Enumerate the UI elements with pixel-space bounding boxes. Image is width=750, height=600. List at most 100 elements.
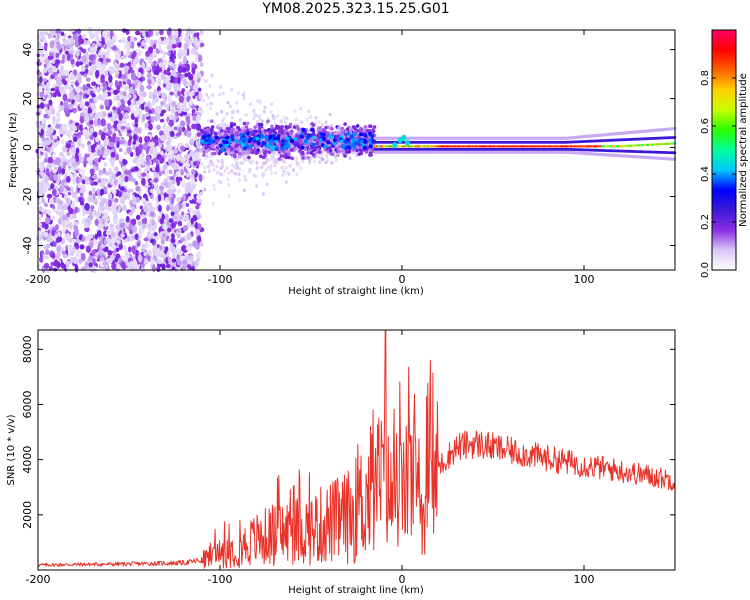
- spectrogram-cell: [62, 224, 67, 232]
- spectrogram-cell: [193, 32, 198, 38]
- spectrogram-cell: [105, 230, 111, 236]
- spectrogram-cell: [214, 135, 219, 140]
- spectrogram-cell: [162, 233, 166, 238]
- spectrogram-cell: [129, 260, 134, 267]
- spectrogram-cell: [94, 198, 98, 206]
- spectrogram-cell: [143, 258, 149, 265]
- spectrogram-cell: [172, 173, 177, 178]
- spectrogram-cell: [218, 143, 223, 148]
- spectrogram-cell: [354, 141, 359, 146]
- spectrogram-cell: [116, 171, 122, 176]
- spectrogram-cell: [279, 120, 283, 124]
- spectrogram-cell: [194, 151, 200, 159]
- spectrogram-cell: [96, 210, 102, 218]
- spectrogram-cell: [343, 154, 347, 158]
- spectrogram-cell: [325, 154, 329, 158]
- spectrogram-cell: [117, 101, 122, 106]
- spectrogram-cell: [78, 258, 83, 264]
- spectrogram-cell: [124, 65, 130, 71]
- spectrogram-cell: [141, 172, 147, 178]
- spectrogram-cell: [48, 109, 53, 115]
- spectrogram-cell: [84, 261, 89, 269]
- spectrogram-cell: [107, 129, 113, 136]
- spectrogram-cell: [92, 210, 96, 218]
- spectrogram-cell: [223, 169, 227, 173]
- spectrogram-cell: [130, 41, 135, 50]
- spectrogram-cell: [285, 116, 289, 121]
- spectrogram-cell: [58, 86, 65, 93]
- spectrogram-cell: [170, 237, 176, 244]
- spectrogram-cell: [123, 85, 130, 91]
- spectrogram-cell: [74, 122, 80, 127]
- spectrogram-cell: [95, 69, 100, 78]
- spectrogram-cell: [186, 130, 192, 138]
- spectrogram-cell: [67, 191, 72, 196]
- spectrogram-cell: [126, 49, 131, 56]
- spectrogram-cell: [76, 28, 82, 35]
- spectrogram-cell: [221, 91, 225, 96]
- spectrogram-cell: [107, 80, 113, 88]
- spectrogram-cell: [203, 170, 207, 174]
- spectrogram-cell: [100, 118, 106, 127]
- spectrogram-cell: [66, 53, 71, 62]
- spectrogram-cell: [89, 127, 94, 134]
- spectrogram-cell: [157, 44, 162, 51]
- spectrogram-cell: [252, 173, 256, 178]
- spectrogram-cell: [239, 120, 243, 124]
- spectrogram-cell: [151, 116, 155, 122]
- spectrogram-cell: [185, 162, 190, 170]
- spectrogram-cell: [363, 139, 368, 144]
- spectrogram-cell: [239, 132, 244, 137]
- spectrogram-cell: [126, 79, 132, 86]
- spectrogram-cell: [121, 73, 127, 80]
- spectrogram-cell: [242, 96, 246, 100]
- spectrogram-cell: [301, 159, 305, 163]
- spectrogram-cell: [53, 241, 57, 248]
- spectrogram-cell: [80, 143, 85, 149]
- spectrogram-cell: [63, 193, 69, 201]
- spectrogram-cell: [72, 136, 78, 143]
- spectrogram-cell: [61, 53, 66, 61]
- spectrogram-cell: [78, 176, 83, 183]
- spectrogram-cell: [56, 76, 62, 85]
- spectrogram-cell: [248, 127, 253, 132]
- spectrogram-cell: [334, 158, 338, 163]
- spectrogram-cell: [164, 168, 169, 177]
- spectrogram-cell: [143, 237, 149, 242]
- spectrogram-cell: [72, 109, 77, 114]
- spectrogram-cell: [194, 91, 200, 97]
- spectrogram-cell: [65, 143, 72, 149]
- spectrogram-cell: [248, 144, 253, 149]
- spectrogram-cell: [138, 143, 143, 152]
- spectrogram-cell: [122, 204, 127, 211]
- spectrogram-cell: [120, 180, 125, 187]
- spectrogram-cell: [100, 73, 105, 82]
- spectrogram-cell: [306, 151, 310, 155]
- spectrogram-cell: [94, 119, 98, 128]
- spectrogram-cell: [339, 139, 344, 144]
- page-title: YM08.2025.323.15.25.G01: [262, 1, 450, 17]
- spectrogram-cell: [112, 209, 118, 215]
- spectrogram-cell: [43, 157, 48, 163]
- spectrogram-cell: [157, 258, 162, 265]
- spectrogram-cell: [85, 77, 91, 82]
- spectrogram-cell: [124, 175, 129, 183]
- spectrogram-cell: [97, 28, 102, 34]
- spectrogram-cell: [300, 150, 305, 155]
- spectrogram-cell: [171, 44, 177, 49]
- spectrogram-cell: [167, 94, 172, 103]
- spectrogram-cell: [68, 162, 73, 168]
- spectrogram-cell: [208, 84, 212, 88]
- spectrogram-cell: [97, 179, 102, 183]
- spectrogram-cell: [51, 252, 56, 259]
- spectrogram-cell: [317, 126, 321, 131]
- spectrogram-cell: [153, 60, 157, 66]
- spectrogram-cell: [93, 181, 98, 186]
- spectrogram-cell: [299, 141, 303, 145]
- spectrogram-cell: [72, 176, 76, 185]
- spectrogram-cell: [148, 123, 153, 131]
- spectrogram-cell: [67, 245, 73, 254]
- spectrogram-cell: [55, 124, 61, 129]
- spectrogram-cell: [66, 76, 71, 85]
